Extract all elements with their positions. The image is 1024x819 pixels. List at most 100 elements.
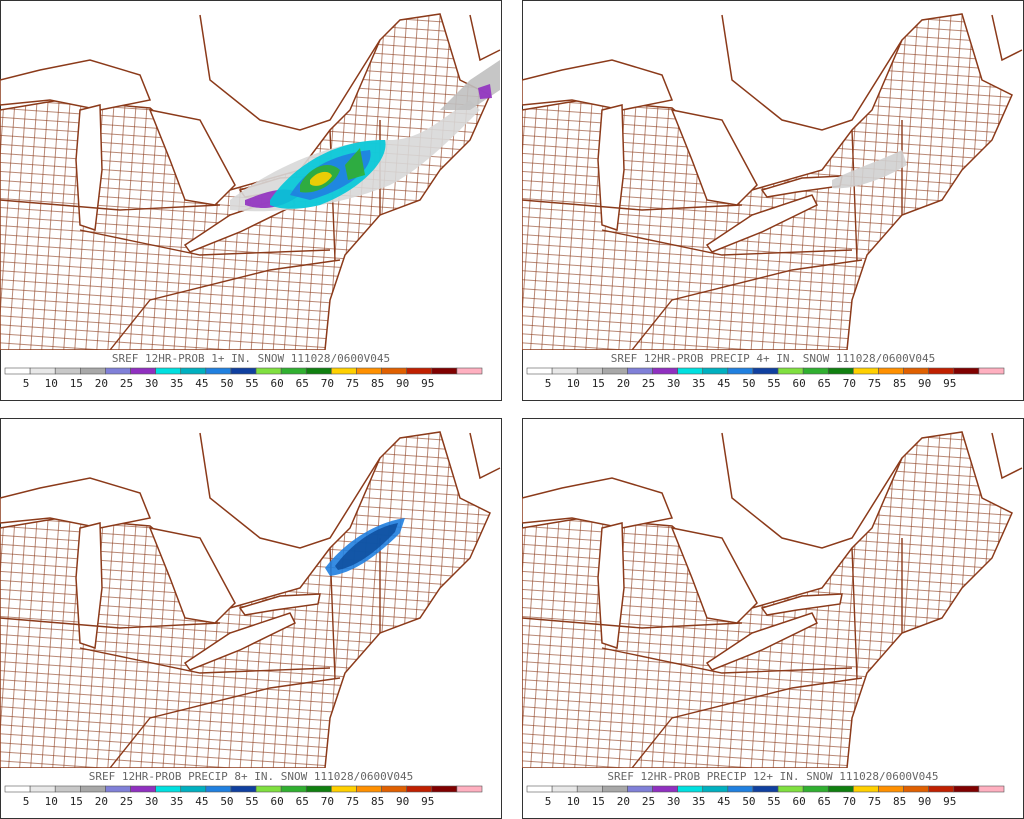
legend-label: 65 bbox=[296, 795, 309, 808]
legend-swatch bbox=[130, 785, 156, 793]
legend-swatch bbox=[576, 785, 603, 793]
legend-label: 45 bbox=[195, 795, 208, 808]
legend-swatch bbox=[677, 367, 704, 375]
legend-swatch bbox=[456, 367, 483, 375]
legend-swatch bbox=[777, 785, 804, 793]
legend-label: 5 bbox=[545, 377, 552, 390]
legend-swatch bbox=[953, 785, 980, 793]
snow-probability-area bbox=[310, 171, 332, 186]
legend-swatch bbox=[456, 785, 483, 793]
legend-swatch bbox=[280, 367, 307, 375]
legend-swatch bbox=[255, 367, 282, 375]
legend-swatch bbox=[130, 367, 156, 375]
legend-swatch bbox=[727, 785, 754, 793]
legend-label: 20 bbox=[617, 795, 630, 808]
legend-swatch bbox=[29, 367, 56, 375]
legend-label: 75 bbox=[346, 795, 359, 808]
legend-swatch bbox=[205, 367, 232, 375]
snow-probability-area bbox=[832, 150, 907, 189]
legend-label: 30 bbox=[145, 377, 158, 390]
legend-label: 95 bbox=[943, 795, 956, 808]
legend-swatch bbox=[802, 785, 829, 793]
legend-swatch bbox=[627, 785, 653, 793]
legend-swatch bbox=[978, 785, 1005, 793]
legend-label: 5 bbox=[545, 795, 552, 808]
legend-swatch bbox=[576, 367, 603, 375]
legend-label: 85 bbox=[893, 377, 906, 390]
legend-swatch bbox=[928, 367, 955, 375]
panel-title: SREF 12HR-PROB PRECIP 4+ IN. SNOW 111028… bbox=[611, 352, 936, 365]
legend-label: 70 bbox=[843, 795, 856, 808]
map-panel: SREF 12HR-PROB PRECIP 12+ IN. SNOW 11102… bbox=[522, 418, 1024, 819]
map-panel: SREF 12HR-PROB 1+ IN. SNOW 111028/0600V0… bbox=[0, 0, 502, 401]
legend-label: 25 bbox=[120, 795, 133, 808]
legend-swatch bbox=[356, 367, 382, 375]
legend-swatch bbox=[406, 367, 433, 375]
legend-swatch bbox=[878, 785, 904, 793]
legend-label: 60 bbox=[793, 795, 806, 808]
legend-label: 35 bbox=[692, 377, 705, 390]
legend-label: 45 bbox=[717, 377, 730, 390]
legend-label: 15 bbox=[70, 377, 83, 390]
legend-label: 75 bbox=[346, 377, 359, 390]
legend-swatch bbox=[155, 367, 182, 375]
legend-swatch bbox=[105, 785, 131, 793]
legend-label: 90 bbox=[396, 795, 409, 808]
legend-swatch bbox=[752, 785, 779, 793]
legend-label: 55 bbox=[767, 795, 780, 808]
legend-label: 50 bbox=[220, 377, 233, 390]
legend-swatch bbox=[305, 367, 332, 375]
legend-swatch bbox=[4, 785, 31, 793]
legend-swatch bbox=[752, 367, 779, 375]
legend-label: 35 bbox=[170, 377, 183, 390]
legend-swatch bbox=[903, 785, 929, 793]
legend-swatch bbox=[305, 785, 332, 793]
legend-label: 75 bbox=[868, 377, 881, 390]
legend-label: 5 bbox=[23, 377, 30, 390]
legend-swatch bbox=[777, 367, 804, 375]
legend-label: 45 bbox=[195, 377, 208, 390]
legend-swatch bbox=[602, 785, 628, 793]
legend-label: 30 bbox=[667, 795, 680, 808]
legend-swatch bbox=[551, 785, 578, 793]
legend-swatch bbox=[702, 367, 729, 375]
legend-swatch bbox=[903, 367, 929, 375]
legend-swatch bbox=[356, 785, 382, 793]
legend-label: 10 bbox=[45, 377, 58, 390]
legend-swatch bbox=[953, 367, 980, 375]
legend-swatch bbox=[827, 785, 854, 793]
legend-label: 45 bbox=[717, 795, 730, 808]
legend-swatch bbox=[381, 785, 407, 793]
legend-swatch bbox=[802, 367, 829, 375]
legend-swatch bbox=[230, 367, 257, 375]
legend-label: 20 bbox=[95, 795, 108, 808]
legend-label: 15 bbox=[592, 795, 605, 808]
legend-swatch bbox=[652, 367, 678, 375]
legend-swatch bbox=[928, 785, 955, 793]
legend-swatch bbox=[431, 785, 458, 793]
legend-label: 85 bbox=[371, 795, 384, 808]
legend-swatch bbox=[827, 367, 854, 375]
legend-swatch bbox=[853, 367, 879, 375]
legend-label: 10 bbox=[567, 377, 580, 390]
legend-swatch bbox=[255, 785, 282, 793]
legend-swatch bbox=[331, 785, 357, 793]
legend-swatch bbox=[4, 367, 31, 375]
map-panel: SREF 12HR-PROB PRECIP 8+ IN. SNOW 111028… bbox=[0, 418, 502, 819]
legend-label: 95 bbox=[421, 795, 434, 808]
legend-swatch bbox=[180, 785, 207, 793]
legend-label: 5 bbox=[23, 795, 30, 808]
legend-swatch bbox=[551, 367, 578, 375]
legend-swatch bbox=[526, 785, 553, 793]
legend-label: 25 bbox=[642, 795, 655, 808]
legend-label: 25 bbox=[120, 377, 133, 390]
legend-swatch bbox=[80, 785, 106, 793]
legend-swatch bbox=[54, 785, 81, 793]
legend-label: 65 bbox=[296, 377, 309, 390]
legend-label: 75 bbox=[868, 795, 881, 808]
legend-swatch bbox=[727, 367, 754, 375]
legend-swatch bbox=[280, 785, 307, 793]
legend-swatch bbox=[431, 367, 458, 375]
legend-swatch bbox=[331, 367, 357, 375]
